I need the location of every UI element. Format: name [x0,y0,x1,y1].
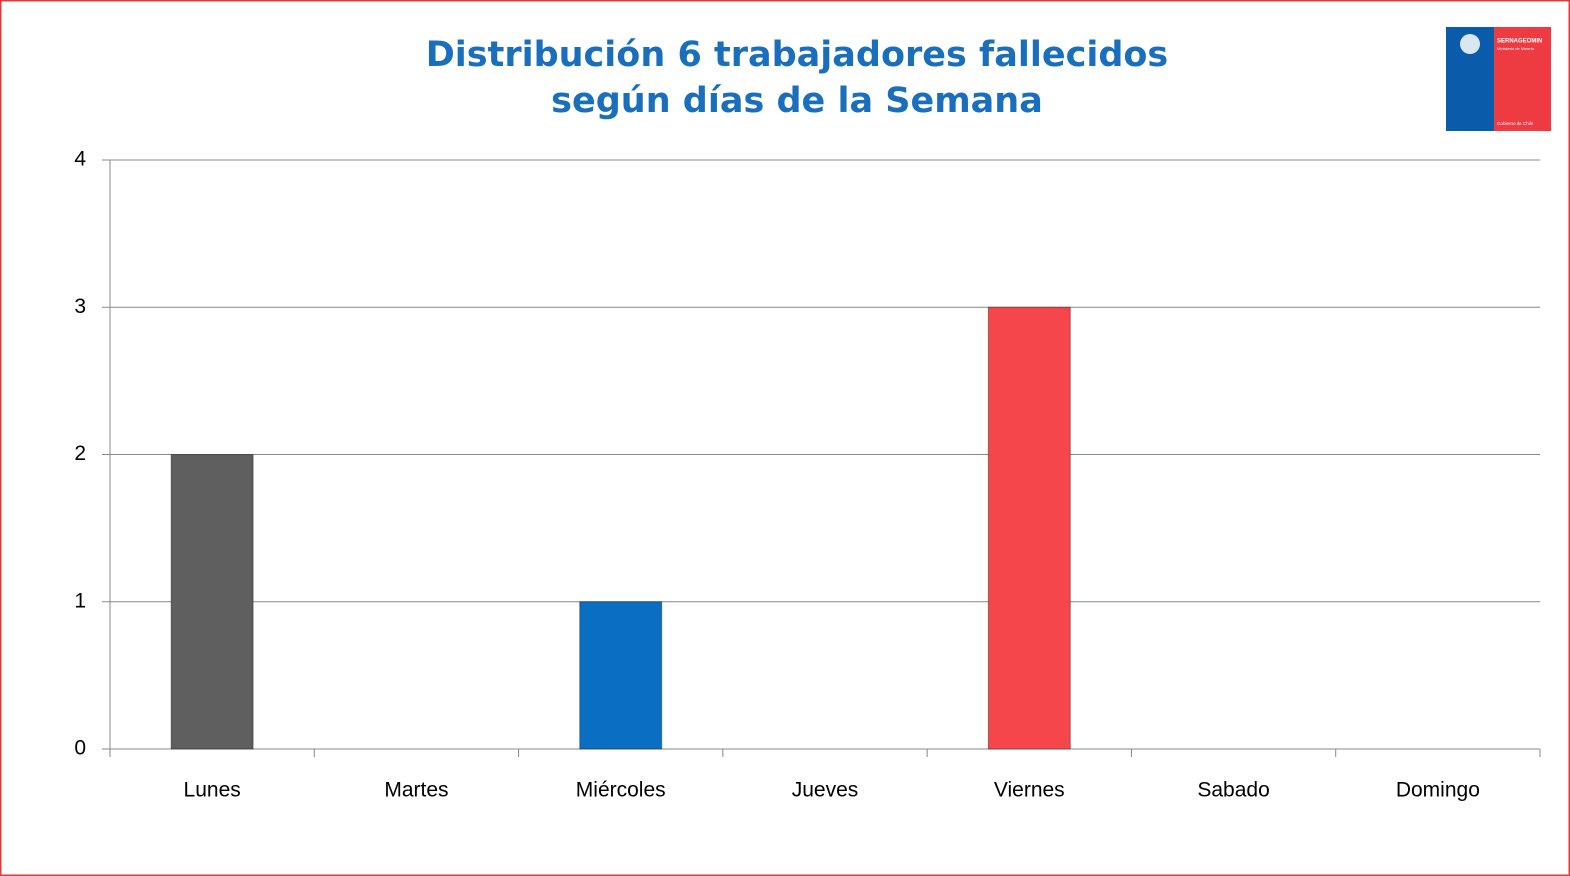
bar [579,601,663,750]
y-tick-label: 3 [74,295,86,318]
y-tick-label: 2 [74,442,86,465]
y-tick-label: 4 [74,148,86,171]
x-tick-label: Sabado [1197,779,1269,802]
y-tick-label: 0 [74,737,86,760]
x-tick-label: Martes [384,779,448,802]
x-tick-label: Miércoles [576,779,666,802]
bar [170,454,254,750]
bar [987,306,1071,750]
logo-emblem [1460,34,1480,54]
logo: SERNAGEOMIN Ministerio de Minería Gobier… [1446,27,1551,131]
logo-ministry: Ministerio de Minería [1497,46,1535,51]
x-tick-label: Lunes [184,779,241,802]
chart-title: según días de la Semana [551,81,1043,121]
y-tick-label: 1 [74,589,86,612]
logo-red [1494,27,1551,131]
x-tick-label: Viernes [994,779,1065,802]
x-tick-label: Jueves [792,779,859,802]
chart-title: Distribución 6 trabajadores fallecidos [426,35,1169,75]
x-tick-label: Domingo [1396,779,1480,802]
logo-name: SERNAGEOMIN [1497,39,1542,45]
logo-government: Gobierno de Chile [1497,121,1534,126]
